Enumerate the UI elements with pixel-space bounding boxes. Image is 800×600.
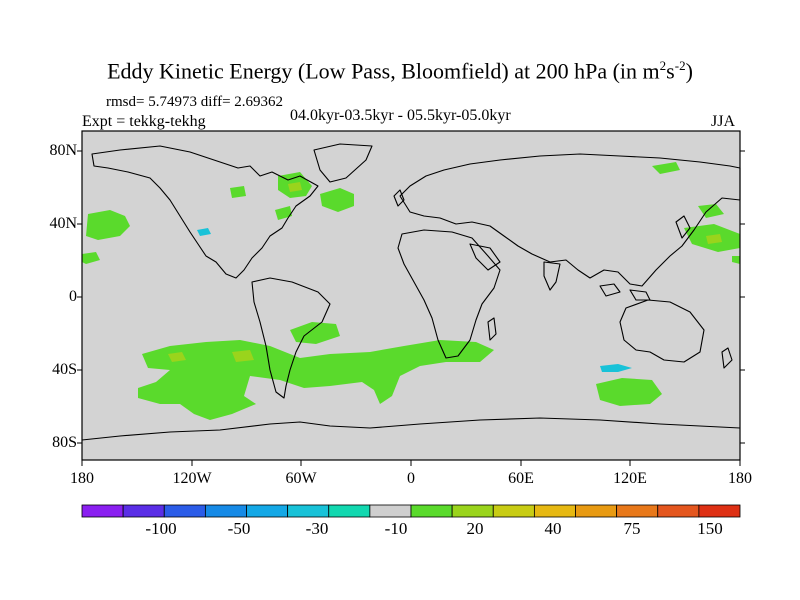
colorbar-label: -30 xyxy=(305,519,329,538)
lon-label-60w: 60W xyxy=(285,470,317,487)
colorbar-label: 40 xyxy=(544,519,562,538)
colorbar-swatch xyxy=(451,504,494,518)
colorbar-label: -50 xyxy=(227,519,251,538)
colorbar-label: 75 xyxy=(623,519,641,538)
lon-label-60e: 60E xyxy=(508,470,534,487)
period-label: 04.0kyr-03.5kyr - 05.5kyr-05.0kyr xyxy=(290,107,511,124)
latitude-ticks xyxy=(77,150,745,444)
colorbar-swatch xyxy=(204,504,247,518)
lat-label-80s: 80S xyxy=(52,434,77,451)
colorbar-swatch xyxy=(81,504,124,518)
colorbar-label: 20 xyxy=(466,519,484,538)
colorbar-swatch xyxy=(575,504,618,518)
colorbar-swatch xyxy=(287,504,330,518)
colorbar-swatch xyxy=(616,504,659,518)
colorbar-label: -100 xyxy=(145,519,177,538)
lon-label-180w: 180 xyxy=(70,470,94,487)
colorbar-swatch xyxy=(163,504,206,518)
lat-label-40n: 40N xyxy=(49,215,77,232)
colorbar-swatch xyxy=(698,504,741,518)
colorbar-swatch xyxy=(410,504,453,518)
colorbar-swatch xyxy=(657,504,700,518)
plot-title: Eddy Kinetic Energy (Low Pass, Bloomfiel… xyxy=(107,58,693,84)
strong-positive-spots xyxy=(168,182,722,362)
lon-label-120e: 120E xyxy=(613,470,647,487)
map-background xyxy=(82,131,740,460)
lon-label-0: 0 xyxy=(407,470,415,487)
lon-label-180e: 180 xyxy=(728,470,752,487)
colorbar xyxy=(81,504,741,518)
negative-anomaly-regions xyxy=(197,228,632,372)
colorbar-swatch xyxy=(369,504,412,518)
experiment-label: Expt = tekkg-tekhg xyxy=(82,113,206,130)
lat-label-equator: 0 xyxy=(69,288,77,305)
colorbar-swatch xyxy=(246,504,289,518)
lat-label-40s: 40S xyxy=(52,361,77,378)
colorbar-swatch xyxy=(328,504,371,518)
season-label: JJA xyxy=(711,113,736,130)
longitude-ticks xyxy=(81,460,741,466)
colorbar-swatch xyxy=(122,504,165,518)
colorbar-label: -10 xyxy=(384,519,408,538)
coastlines xyxy=(81,143,741,441)
colorbar-label: 150 xyxy=(697,519,723,538)
lon-label-120w: 120W xyxy=(172,470,212,487)
lat-label-80n: 80N xyxy=(49,142,77,159)
stats-line: rmsd= 5.74973 diff= 2.69362 xyxy=(106,94,284,110)
colorbar-swatch xyxy=(492,504,535,518)
colorbar-swatch xyxy=(533,504,576,518)
